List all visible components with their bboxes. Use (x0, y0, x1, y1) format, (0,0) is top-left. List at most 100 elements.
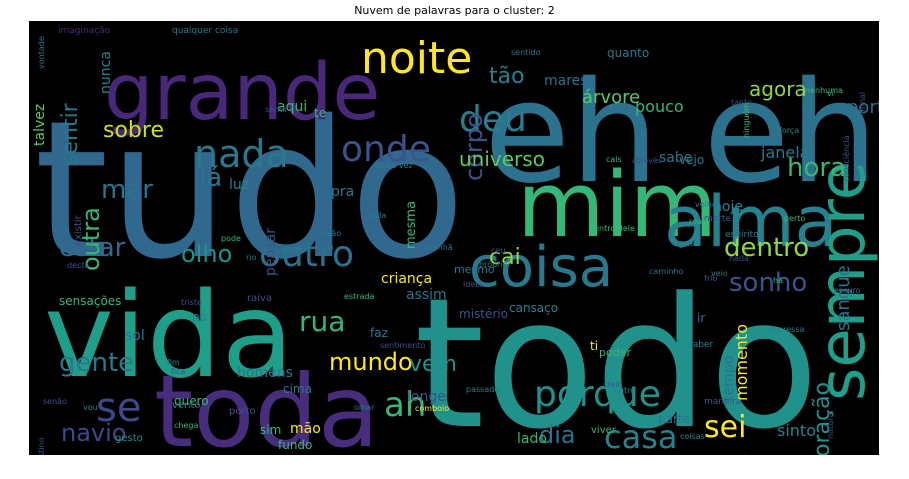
word-escuro: escuro (834, 286, 861, 295)
word-toda: toda (154, 353, 379, 455)
word-ninguem: ninguém (719, 453, 754, 455)
word-menos: menos (352, 452, 406, 455)
word-consciencia: consciência (841, 135, 851, 182)
word-todo: todo (414, 260, 819, 455)
word-ir: ir (697, 311, 705, 325)
word-tao: tão (489, 64, 525, 89)
word-ceu: ceu (491, 246, 505, 255)
word-casa: casa (604, 418, 677, 455)
word-outra: outra (77, 207, 105, 271)
word-real: real (689, 217, 704, 226)
word-arvore: árvore (582, 87, 640, 108)
word-assim: assim (406, 287, 447, 303)
word-luz: luz (229, 177, 249, 193)
word-outro: outro (259, 234, 354, 275)
word-te: te (314, 106, 326, 120)
word-noite: noite (361, 33, 472, 84)
word-olho: olho (181, 240, 232, 268)
word-maneira: maneira (704, 397, 741, 407)
word-agua: água (673, 239, 695, 249)
word-raiva: raiva (247, 293, 272, 304)
word-espirito: espírito (725, 230, 759, 240)
word-cloud-background (29, 21, 879, 455)
word-verso: verso (539, 450, 583, 455)
word-caminho: caminho (649, 267, 683, 276)
word-estrada: estrada (344, 292, 374, 301)
word-chega: chega (174, 421, 198, 430)
word-dentro-dele: dentro dele (589, 224, 635, 233)
word-coisa: coisa (469, 235, 613, 300)
word-crianca: criança (381, 271, 432, 287)
word-grande: grande (104, 48, 380, 138)
word-ti: ti (590, 339, 598, 353)
word-sentido: sentido (511, 48, 541, 57)
word-forca: força (779, 126, 799, 135)
word-sinto: sinto (777, 421, 816, 440)
word-qualquer: qualquer (540, 454, 603, 455)
word-pra: pra (331, 184, 354, 200)
word-coracao: coração (810, 382, 835, 455)
word-mar: mar (101, 175, 153, 205)
word-entre: entre (614, 386, 635, 395)
word-mao: mão (290, 421, 321, 437)
word-qualquer-coisa: qualquer coisa (172, 26, 238, 36)
word-mesma: mesma (404, 201, 419, 249)
word-porta: porta (847, 97, 879, 118)
word-senao: senão (43, 397, 67, 406)
word-faz: faz (370, 326, 388, 340)
word-vi: vi (827, 89, 834, 98)
word-dia: dia (539, 421, 576, 449)
word-mundo: mundo (329, 348, 413, 376)
word-nada: nada (194, 132, 289, 176)
word-alma: alma (664, 181, 837, 263)
word-nenhuma: nenhuma (805, 86, 843, 95)
word-coisas: coisas (680, 432, 705, 441)
word-ah: ah (384, 385, 426, 425)
word-janela: janela (760, 143, 809, 162)
word-perto: perto (784, 214, 805, 223)
word-atraves: através (632, 155, 662, 165)
word-sobre: sobre (103, 118, 164, 143)
word-destino: destino (37, 437, 46, 455)
chart-title: Nuvem de palavras para o cluster: 2 (354, 4, 555, 17)
word-sabe: sabe (659, 150, 692, 166)
word-poder: poder (599, 346, 631, 359)
word-dormir: dormir (282, 245, 309, 254)
word-pouco: pouco (635, 97, 684, 116)
word-cada: cada (367, 211, 386, 220)
word-gente: gente (59, 348, 134, 378)
word-vida: vida (44, 266, 294, 404)
word-desta: desta (67, 261, 89, 270)
word-quero: quero (174, 394, 209, 408)
word-mim: mim (517, 153, 717, 258)
word-porto: porto (229, 406, 256, 417)
word-hoje: hoje (713, 199, 743, 215)
word-sentir: sentir (265, 105, 289, 114)
word-universo: universo (459, 147, 545, 171)
word-passado: passado (466, 385, 499, 394)
word-gesto: gesto (115, 433, 143, 444)
word-vento: vento (172, 400, 200, 411)
word-vou: vou (83, 403, 98, 412)
word-sempre: sempre (806, 161, 879, 401)
word-navio: navio (61, 419, 126, 447)
word-cima: cima (283, 382, 312, 396)
word-sol: sol (125, 328, 145, 344)
word-estar: estar (59, 233, 126, 263)
word-razao: razão (319, 229, 341, 238)
word-saber: saber (688, 340, 713, 350)
word-sangue: sangue (833, 265, 854, 331)
word-sensacoes: sensações (59, 294, 121, 308)
word-cai: cai (489, 245, 521, 270)
word-natural: natural (826, 410, 835, 439)
word-talvez: talvez (32, 104, 48, 146)
word-pode: pode (221, 234, 241, 243)
word-imaginacao: imaginação (58, 26, 111, 36)
word-olhar: olhar (354, 403, 375, 412)
word-deu: deu (459, 99, 527, 140)
word-quanto: quanto (607, 46, 649, 60)
word-corpo: corpo (460, 113, 488, 181)
word-pensar: pensar (263, 228, 279, 276)
word-ideia: ideia (463, 280, 482, 289)
